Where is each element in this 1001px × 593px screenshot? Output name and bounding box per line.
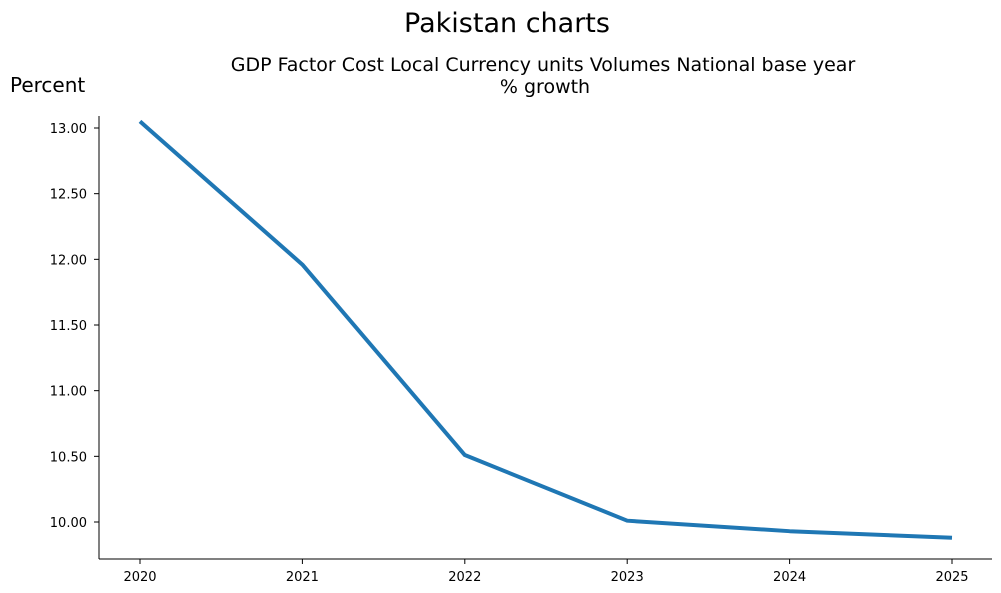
x-axis-ticks: 2020 2021 2022 2023 2024 2025 [123,559,969,585]
x-tick-label: 2025 [935,570,968,585]
y-axis-label: Percent [10,73,85,97]
x-tick-label: 2024 [773,570,806,585]
x-tick-label: 2023 [611,570,644,585]
x-tick-label: 2021 [286,570,319,585]
y-tick-label: 11.50 [50,319,87,334]
y-tick-label: 13.00 [50,122,87,137]
y-tick-label: 11.00 [50,385,87,400]
series-line [138,119,953,540]
chart-title-line-2: % growth [500,76,590,98]
figure-title: Pakistan charts [404,8,610,39]
y-axis-ticks: 10.00 10.50 11.00 11.50 12.00 12.50 13.00 [50,122,99,531]
y-tick-label: 12.00 [50,253,87,268]
y-tick-label: 12.50 [50,188,87,203]
y-tick-label: 10.00 [50,516,87,531]
series-layer [138,119,953,540]
x-tick-label: 2020 [123,570,156,585]
x-tick-label: 2022 [448,570,481,585]
chart-title-line-1: GDP Factor Cost Local Currency units Vol… [231,54,856,76]
y-tick-label: 10.50 [50,450,87,465]
